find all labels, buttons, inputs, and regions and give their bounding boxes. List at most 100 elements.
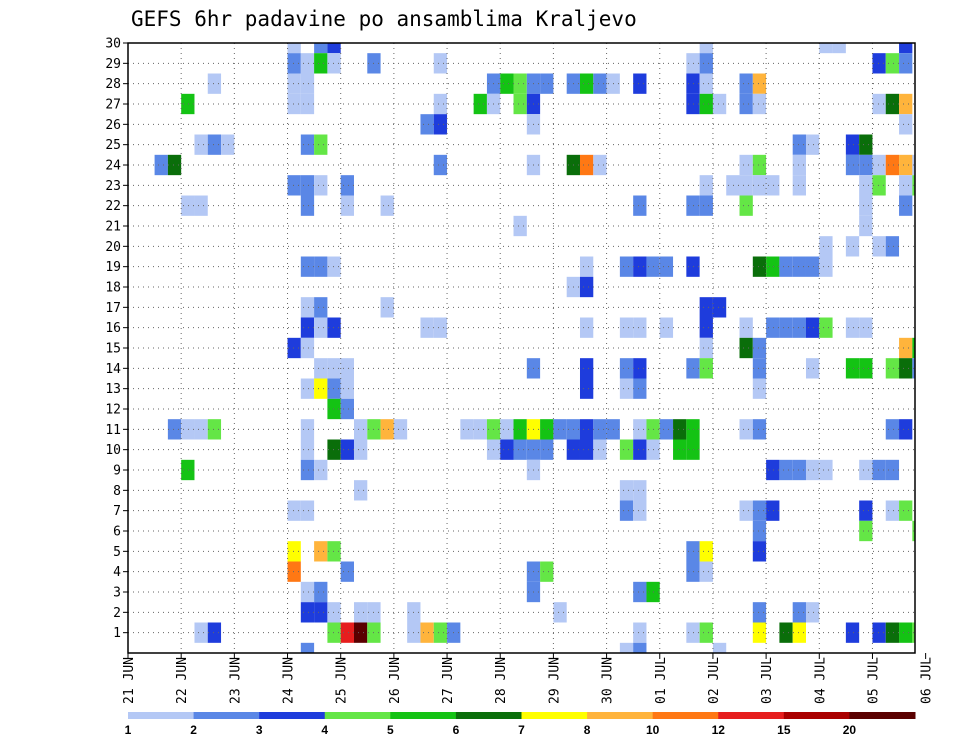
heatmap-cell	[899, 500, 913, 521]
x-tick-label: 26 JUN	[388, 657, 403, 704]
heatmap-cell	[633, 419, 647, 440]
heatmap-cell	[287, 93, 301, 115]
heatmap-cell	[805, 602, 820, 623]
heatmap-cell	[327, 439, 341, 460]
heatmap-cell	[779, 622, 793, 643]
heatmap-cell	[300, 337, 315, 359]
heatmap-cell	[633, 358, 647, 379]
heatmap-cell	[819, 236, 833, 257]
heatmap-cell	[314, 297, 328, 318]
x-tick-label: 03 JUL	[760, 657, 775, 704]
y-tick-label: 9	[113, 464, 121, 479]
colorbar-tick-label: 10	[646, 723, 660, 737]
heatmap-cell	[579, 439, 594, 460]
heatmap-cell	[340, 378, 354, 399]
heatmap-cell	[885, 53, 900, 74]
heatmap-cell	[327, 541, 341, 562]
heatmap-cell	[327, 358, 341, 379]
heatmap-cell	[194, 134, 208, 155]
heatmap-cell	[792, 175, 806, 196]
y-tick-label: 6	[113, 525, 121, 540]
colorbar-tick-label: 20	[843, 723, 857, 737]
heatmap-cell	[473, 419, 487, 440]
heatmap-cell	[779, 459, 793, 481]
heatmap-cell	[473, 93, 487, 115]
heatmap-cell	[752, 337, 767, 359]
y-tick-label: 23	[105, 179, 121, 194]
heatmap-cell	[872, 459, 886, 481]
heatmap-cell	[633, 195, 647, 216]
heatmap-cell	[633, 256, 647, 277]
heatmap-cell	[340, 622, 354, 643]
heatmap-cell	[845, 236, 860, 257]
heatmap-cell	[380, 297, 394, 318]
heatmap-cell	[766, 500, 780, 521]
colorbar-swatch	[128, 712, 195, 719]
heatmap-cell	[314, 175, 328, 196]
colorbar-swatch	[324, 712, 391, 719]
heatmap-cell	[845, 154, 860, 176]
x-axis-ticks: 21 JUN 22 JUN 23 JUN 24 JUN 25 JUN 26 JUN 27 J…	[122, 653, 935, 704]
heatmap-cell	[792, 134, 806, 155]
heatmap-cell	[593, 73, 607, 94]
heatmap-cell	[619, 256, 634, 277]
y-tick-label: 26	[105, 118, 121, 133]
heatmap-cell	[819, 43, 833, 54]
colorbar-swatch	[783, 712, 850, 719]
heatmap-cell	[686, 93, 700, 115]
heatmap-cell	[327, 317, 341, 338]
y-tick-label: 27	[105, 98, 121, 113]
heatmap-cell	[314, 581, 328, 603]
heatmap-cell	[433, 114, 448, 135]
heatmap-cell	[899, 175, 913, 196]
heatmap-cell	[540, 561, 554, 582]
heatmap-cell	[845, 317, 860, 338]
x-tick-label: 29 JUN	[547, 657, 562, 704]
heatmap-cell	[327, 378, 341, 399]
heatmap-cell	[859, 358, 873, 379]
x-tick-label: 04 JUL	[813, 657, 828, 704]
y-tick-label: 5	[113, 545, 121, 560]
colorbar-swatch	[718, 712, 785, 719]
heatmap-cell	[699, 541, 713, 562]
heatmap-cell	[752, 602, 767, 623]
heatmap-cell	[792, 317, 806, 338]
heatmap-cell	[300, 439, 315, 460]
heatmap-cell	[633, 378, 647, 399]
heatmap-cell	[699, 43, 713, 54]
heatmap-cell	[460, 419, 474, 440]
y-tick-label: 28	[105, 77, 121, 92]
heatmap-cell	[154, 154, 168, 176]
heatmap-cell	[433, 53, 448, 74]
colorbar-legend: 1 2 3 4 5 6 7 8 10 12 15 20	[125, 712, 916, 737]
heatmap-cell	[805, 358, 820, 379]
heatmap-cell	[819, 459, 833, 481]
heatmap-cell	[340, 439, 354, 460]
heatmap-cell	[300, 500, 315, 521]
heatmap-cell	[792, 602, 806, 623]
heatmap-cell	[885, 500, 900, 521]
heatmap-cell	[726, 175, 740, 196]
heatmap-cell	[579, 154, 594, 176]
heatmap-cell	[420, 114, 434, 135]
heatmap-cell	[579, 317, 594, 338]
heatmap-cell	[287, 500, 301, 521]
colorbar-tick-label: 4	[321, 723, 328, 737]
heatmap-cell	[633, 622, 647, 643]
x-tick-label: 02 JUL	[707, 657, 722, 704]
heatmap-cell	[899, 419, 913, 440]
heatmap-cell	[393, 419, 408, 440]
heatmap-cell	[619, 439, 634, 460]
heatmap-cell	[899, 114, 913, 135]
heatmap-cell	[287, 541, 301, 562]
heatmap-cell	[553, 602, 567, 623]
heatmap-cell	[579, 378, 594, 399]
heatmap-cell	[619, 358, 634, 379]
heatmap-cell	[899, 337, 913, 359]
heatmap-cell	[885, 459, 900, 481]
y-tick-label: 18	[105, 281, 121, 296]
heatmap-cell	[540, 419, 554, 440]
heatmap-cell	[752, 520, 767, 542]
heatmap-cell	[739, 93, 753, 115]
heatmap-cell	[766, 175, 780, 196]
